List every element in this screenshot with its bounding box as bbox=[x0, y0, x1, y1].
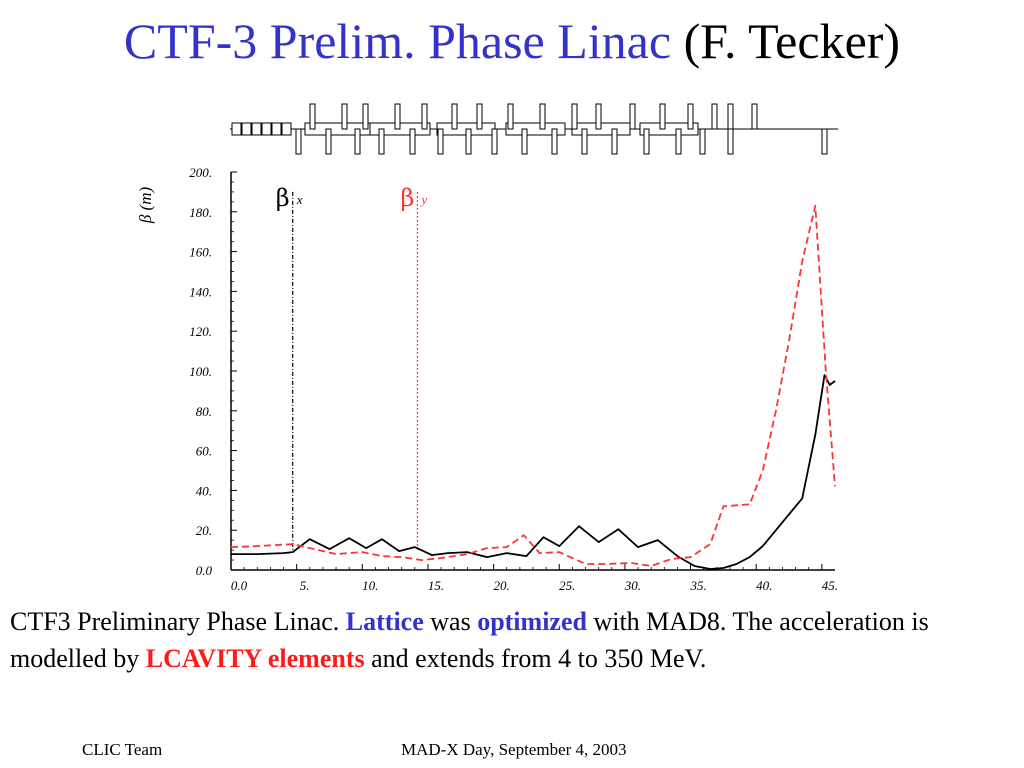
quadrupole-defocusing bbox=[581, 128, 588, 155]
caption-lattice: Lattice bbox=[345, 607, 424, 636]
quadrupole-defocusing bbox=[643, 128, 650, 155]
y-tick-label: 100. bbox=[189, 364, 212, 379]
beta-function-figure: 0.0 20. 40. 60. 80. 100. 120. 140. 160. 180. 200. … bbox=[120, 95, 845, 595]
quadrupole-defocusing bbox=[354, 128, 361, 155]
quadrupole-focusing bbox=[362, 103, 369, 130]
quadrupole-defocusing bbox=[325, 128, 332, 155]
quadrupole-focusing bbox=[421, 103, 428, 130]
quadrupole-defocusing bbox=[699, 128, 706, 155]
caption-part1: CTF3 Preliminary Phase Linac. bbox=[10, 607, 346, 636]
y-axis-label: β (m) bbox=[136, 187, 155, 225]
slide-title-main: CTF-3 Prelim. Phase Linac bbox=[123, 13, 672, 69]
buncher-cell bbox=[281, 122, 292, 136]
series-line-beta-x bbox=[231, 374, 836, 570]
quadrupole-defocusing bbox=[491, 128, 498, 155]
x-tick-labels: 0.0 5. 10. 15. 20. 25. 30. 35. 40. 45. bbox=[231, 578, 838, 593]
quadrupole-focusing bbox=[659, 103, 666, 130]
y-tick-label: 0.0 bbox=[196, 563, 213, 578]
y-tick-labels: 0.0 20. 40. 60. 80. 100. 120. 140. 160. 180. 200. bbox=[189, 165, 212, 578]
quadrupole-focusing bbox=[341, 103, 348, 130]
quadrupole-defocusing bbox=[378, 128, 385, 155]
quadrupole-defocusing bbox=[295, 128, 302, 155]
series-line-beta-y bbox=[230, 204, 836, 567]
quadrupole-defocusing bbox=[465, 128, 472, 155]
y-tick-label: 60. bbox=[196, 444, 212, 459]
quadrupole-focusing bbox=[711, 103, 718, 130]
quadrupole-defocusing bbox=[675, 128, 682, 155]
legend-symbol-x: β bbox=[276, 184, 290, 212]
axis-ticks bbox=[230, 171, 823, 571]
y-tick-label: 200. bbox=[189, 165, 212, 180]
quadrupole-defocusing bbox=[437, 128, 444, 155]
quadrupole-defocusing bbox=[551, 128, 558, 155]
accelerating-structure bbox=[639, 122, 699, 136]
y-tick-label: 40. bbox=[196, 483, 212, 498]
y-tick-label: 140. bbox=[189, 284, 212, 299]
y-tick-label: 160. bbox=[189, 245, 212, 260]
quadrupole-defocusing bbox=[821, 128, 828, 155]
buncher-cell bbox=[241, 122, 252, 136]
y-tick-label: 80. bbox=[196, 404, 212, 419]
x-tick-label: 5. bbox=[300, 578, 310, 590]
footer-event-date: MAD-X Day, September 4, 2003 bbox=[401, 740, 627, 759]
plot-axes bbox=[230, 172, 835, 571]
y-tick-label: 180. bbox=[189, 205, 212, 220]
buncher-cell bbox=[271, 122, 282, 136]
quadrupole-focusing bbox=[687, 103, 694, 130]
quadrupole-defocusing bbox=[409, 128, 416, 155]
accelerating-structure bbox=[505, 122, 566, 136]
caption-part2: was bbox=[423, 607, 478, 636]
buncher-cell bbox=[251, 122, 262, 136]
quadrupole-defocusing bbox=[611, 128, 618, 155]
caption-optimized: optimized bbox=[477, 607, 587, 636]
legend-symbol-y: β bbox=[400, 184, 414, 212]
x-tick-label: 35. bbox=[689, 578, 706, 590]
y-tick-label: 20. bbox=[196, 523, 212, 538]
slide-caption: CTF3 Preliminary Phase Linac. Lattice wa… bbox=[10, 603, 1010, 677]
quadrupole-focusing bbox=[539, 103, 546, 130]
x-tick-label: 15. bbox=[428, 578, 444, 590]
caption-part3: with MAD8. The acceleration is modelled … bbox=[10, 607, 929, 673]
quadrupole-focusing bbox=[507, 103, 514, 130]
x-tick-label: 30. bbox=[624, 578, 641, 590]
x-tick-label: 25. bbox=[559, 578, 575, 590]
quadrupole-focusing bbox=[394, 103, 401, 130]
slide-title-author: (F. Tecker) bbox=[683, 13, 901, 69]
x-tick-label: 20. bbox=[493, 578, 509, 590]
quadrupole-defocusing bbox=[521, 128, 528, 155]
quadrupole-focusing bbox=[629, 103, 636, 130]
series-lines bbox=[230, 204, 836, 570]
quadrupole-focusing bbox=[451, 103, 458, 130]
quadrupole-defocusing bbox=[727, 128, 734, 155]
beta-chart: 0.020.40.60.80.100.120.140.160.180.200. … bbox=[136, 103, 838, 593]
legend-subscript-y: y bbox=[419, 192, 427, 207]
slide-title: CTF-3 Prelim. Phase Linac (F. Tecker) bbox=[0, 8, 1024, 74]
quadrupole-focusing bbox=[571, 103, 578, 130]
footer-team: CLIC Team bbox=[82, 740, 163, 759]
caption-part4: and extends from 4 to 350 MeV. bbox=[364, 644, 707, 673]
quadrupole-focusing bbox=[595, 103, 602, 130]
caption-lcavity: LCAVITY elements bbox=[145, 644, 365, 673]
x-tick-label: 40. bbox=[756, 578, 772, 590]
quadrupole-focusing bbox=[727, 103, 734, 130]
buncher-cell bbox=[261, 122, 272, 136]
y-tick-label: 120. bbox=[189, 324, 212, 339]
quadrupole-focusing bbox=[309, 103, 316, 130]
lattice-element-strip bbox=[230, 103, 838, 155]
quadrupole-focusing bbox=[751, 103, 758, 130]
x-tick-label: 10. bbox=[362, 578, 378, 590]
x-tick-label: 0.0 bbox=[231, 578, 248, 590]
legend-subscript-x: x bbox=[296, 192, 303, 207]
x-tick-label: 45. bbox=[822, 578, 838, 590]
quadrupole-focusing bbox=[476, 103, 483, 130]
buncher-cell bbox=[231, 122, 242, 136]
